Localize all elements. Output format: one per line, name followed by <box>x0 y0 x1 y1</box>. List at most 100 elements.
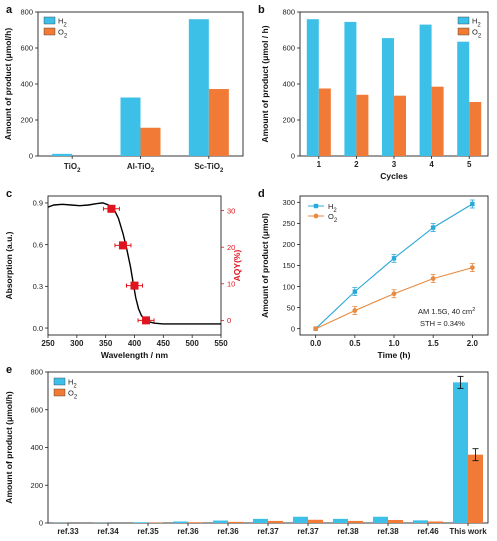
panel-a-bar-h2 <box>52 153 73 156</box>
panel-e-bar-h2 <box>253 518 268 523</box>
panel-a-xtick-label: TiO2 <box>64 162 81 174</box>
panel-b-ytick-label: 600 <box>282 44 295 53</box>
panel-e-xtick-label: ref.35 <box>137 527 159 536</box>
panel-c-aqy-point <box>142 316 151 325</box>
panel-d-ytick-label: 50 <box>287 303 295 312</box>
legend-swatch-o2 <box>53 388 66 397</box>
panel-c-ylabel: Absorption (a.u.) <box>4 231 14 299</box>
panel-b-xtick-label: 4 <box>429 160 434 169</box>
panel-b-ytick-label: 400 <box>282 80 295 89</box>
panel-d-annotation-am: AM 1.5G, 40 cm2 <box>418 307 475 316</box>
panel-e-ytick-label: 800 <box>30 368 43 377</box>
panel-e-xtick-label: ref.34 <box>97 527 119 536</box>
panel-label-a: a <box>6 4 13 16</box>
panel-e-bar-o2 <box>228 521 243 523</box>
panel-b-xtick-label: 2 <box>354 160 359 169</box>
legend-label-o2: O2 <box>68 389 78 401</box>
panel-b-bar-h2 <box>306 19 319 157</box>
panel-b-xtick-label: 1 <box>317 160 322 169</box>
panel-c-ytick-label: 0.0 <box>33 324 43 333</box>
legend-swatch-o2 <box>457 27 470 36</box>
panel-d-annotation-sth: STH = 0.34% <box>420 319 465 328</box>
panel-a-bar-o2 <box>140 127 161 156</box>
panel-e-xtick-label: ref.37 <box>257 527 279 536</box>
panel-e-bar-o2 <box>348 520 363 523</box>
panel-a-xtick-label: Sc-TiO2 <box>194 162 224 174</box>
panel-c-xtick-label: 350 <box>99 339 113 348</box>
panel-e-bar-h2 <box>133 522 148 523</box>
panel-label-e: e <box>6 364 12 376</box>
panel-b-bar-o2 <box>431 86 444 156</box>
panel-c-ytick-label: 0.9 <box>33 199 43 208</box>
panel-e-xtick-label: ref.46 <box>417 527 439 536</box>
panel-e-xtick-label: This work <box>449 527 487 536</box>
legend-label-h2: H2 <box>68 378 77 390</box>
panel-a-bar-h2 <box>120 97 141 156</box>
panel-e-bar-o2 <box>268 520 283 523</box>
panel-b-bar-h2 <box>457 41 470 157</box>
panel-b-xtick-label: 5 <box>467 160 472 169</box>
panel-e-bar-h2 <box>173 521 188 523</box>
legend-swatch-h2 <box>53 377 66 386</box>
panel-d-point-o2 <box>313 326 319 332</box>
panel-d-xtick-label: 0.0 <box>310 339 322 348</box>
panel-d-point-o2 <box>469 265 475 271</box>
panel-d-xtick-label: 1.0 <box>388 339 400 348</box>
panel-a-ytick-label: 200 <box>20 116 33 125</box>
panel-e-xtick-label: ref.38 <box>337 527 359 536</box>
panel-d-xtick-label: 2.0 <box>467 339 479 348</box>
legend-label-o2: O2 <box>472 28 482 40</box>
panel-d-ytick-label: 300 <box>282 198 295 207</box>
legend-marker-o2 <box>313 213 319 219</box>
panel-e-bar-h2 <box>213 520 228 523</box>
panel-d-xtick-label: 0.5 <box>349 339 361 348</box>
panel-b-ytick-label: 800 <box>282 8 295 17</box>
legend-swatch-h2 <box>43 16 56 25</box>
panel-a-bar-o2 <box>208 89 229 156</box>
panel-a-ylabel: Amount of product (μmol/h) <box>3 28 13 141</box>
panel-b-bar-h2 <box>382 38 394 156</box>
panel-c-aqy-point <box>118 241 127 250</box>
panel-a-xtick-label: Al-TiO2 <box>127 162 155 174</box>
panel-c-aqy-point <box>130 281 139 290</box>
panel-e-bar-o2 <box>428 521 443 523</box>
panel-d-point-h2 <box>391 256 397 261</box>
panel-c-y2tick-label: 10 <box>227 279 235 288</box>
panel-c-frame <box>47 195 222 336</box>
panel-d-xlabel: Time (h) <box>378 350 411 360</box>
panel-c-y2label: AQY(%) <box>232 250 242 282</box>
panel-e-ytick-label: 600 <box>30 405 43 414</box>
panel-c-xtick-label: 450 <box>157 339 171 348</box>
panel-label-b: b <box>258 4 265 16</box>
panel-d-ytick-label: 100 <box>282 282 295 291</box>
panel-d-point-o2 <box>352 308 358 313</box>
panel-b-bar-h2 <box>344 21 357 157</box>
panel-e-bar-o2 <box>308 519 323 523</box>
legend-label-h2: H2 <box>472 17 481 29</box>
panel-c-aqy-point <box>107 204 116 213</box>
panel-b-xlabel: Cycles <box>380 171 408 181</box>
legend-swatch-h2 <box>457 16 470 25</box>
panel-b-ylabel: Amount of product (μmol / h) <box>260 25 270 142</box>
panel-label-d: d <box>258 188 265 200</box>
legend-swatch-o2 <box>43 27 56 36</box>
panel-d-point-o2 <box>430 276 436 281</box>
panel-e-bar-h2 <box>373 516 388 523</box>
panel-c-y2tick-label: 0 <box>227 316 231 325</box>
panel-b-ytick-label: 200 <box>282 116 295 125</box>
panel-d-point-h2 <box>352 289 358 294</box>
panel-b-ytick-label: 0 <box>291 152 295 161</box>
panel-e-bar-o2 <box>188 522 203 523</box>
panel-a-ytick-label: 600 <box>20 44 33 53</box>
panel-d-ytick-label: 250 <box>282 219 295 228</box>
panel-c-xtick-label: 250 <box>41 339 55 348</box>
panel-c-xtick-label: 550 <box>214 339 228 348</box>
panel-d-ylabel: Amount of product (μmol) <box>260 213 270 318</box>
panel-c-xtick-label: 400 <box>128 339 142 348</box>
panel-c-xtick-label: 300 <box>70 339 84 348</box>
panel-e-ytick-label: 400 <box>30 443 43 452</box>
panel-e-xtick-label: ref.33 <box>57 527 79 536</box>
panel-d-ytick-label: 0 <box>291 324 295 333</box>
panel-e-bar-h2 <box>293 516 308 523</box>
